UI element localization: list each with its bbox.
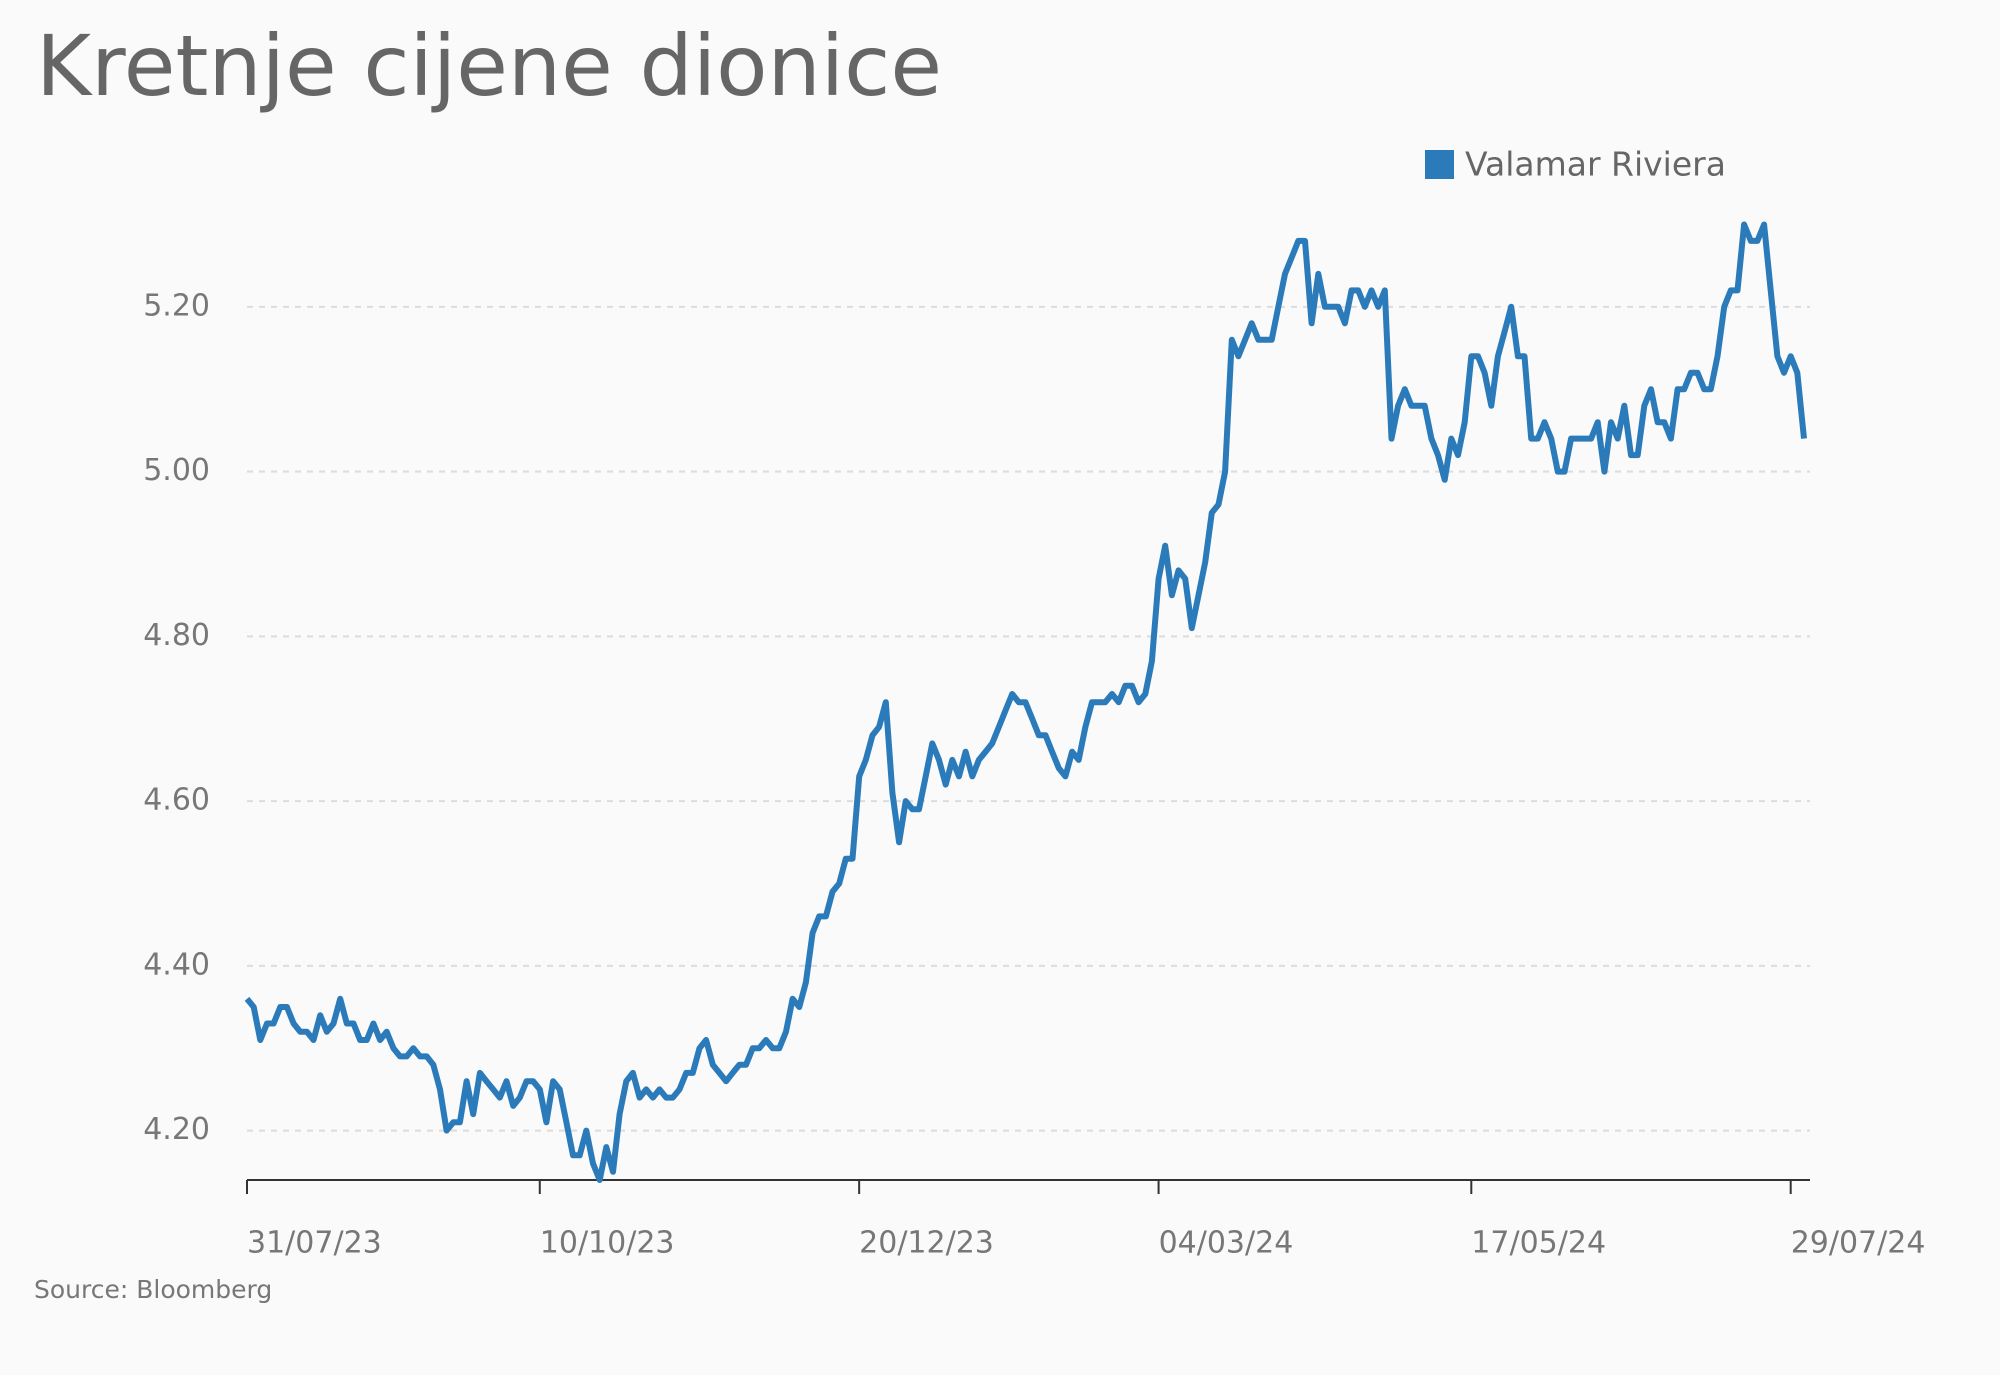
chart-title: Kretnje cijene dionice <box>36 17 942 115</box>
x-tick-label: 17/05/24 <box>1471 1226 1606 1261</box>
legend-swatch <box>1425 150 1454 179</box>
x-tick-label: 31/07/23 <box>247 1226 382 1261</box>
y-tick-label: 4.80 <box>143 618 210 653</box>
source-note: Source: Bloomberg <box>34 1275 272 1304</box>
y-tick-label: 4.60 <box>143 783 210 818</box>
y-tick-label: 5.00 <box>143 453 210 488</box>
y-tick-label: 4.20 <box>143 1112 210 1147</box>
x-tick-label: 10/10/23 <box>540 1226 675 1261</box>
price-line <box>244 221 1807 1183</box>
y-tick-label: 4.40 <box>143 947 210 982</box>
y-tick-label: 5.20 <box>143 288 210 323</box>
x-tick-label: 04/03/24 <box>1159 1226 1294 1261</box>
x-tick-label: 29/07/24 <box>1791 1226 1926 1261</box>
legend-label: Valamar Riviera <box>1465 145 1726 184</box>
x-tick-label: 20/12/23 <box>859 1226 994 1261</box>
